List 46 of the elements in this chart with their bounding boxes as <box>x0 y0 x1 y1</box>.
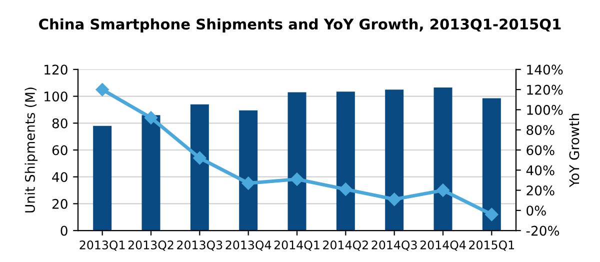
x-tick-label: 2014Q1 <box>274 240 320 251</box>
point <box>485 208 498 222</box>
bar <box>288 92 306 231</box>
bar <box>385 90 404 231</box>
x-tick-label: 2013Q2 <box>128 240 174 251</box>
x-tick-label: 2013Q4 <box>226 240 272 251</box>
y2-tick-label: 20% <box>526 186 554 196</box>
y2-tick-label: 120% <box>527 84 563 95</box>
point <box>144 111 158 124</box>
y-tick-label: 120 <box>44 64 68 75</box>
y2-tick-label: 40% <box>526 165 554 176</box>
x-tick-label: 2014Q4 <box>420 240 466 251</box>
bar <box>336 92 355 231</box>
y2-tick-label: 60% <box>526 145 554 156</box>
chart-title: China Smartphone Shipments and YoY Growth, 2013Q1-2015Q1 <box>39 18 561 32</box>
point <box>339 182 352 196</box>
point <box>96 82 109 96</box>
bar <box>482 98 501 231</box>
y-tick-label: 60 <box>52 145 68 156</box>
bar <box>239 110 258 231</box>
y2-tick-label: 100% <box>527 104 563 115</box>
x-tick-label: 2013Q3 <box>177 240 222 251</box>
point <box>388 192 401 206</box>
y2-axis-title: YoY Growth <box>569 114 580 188</box>
y-tick-label: 100 <box>44 92 68 102</box>
x-tick-label: 2014Q2 <box>323 240 368 251</box>
x-tick-label: 2013Q1 <box>80 240 125 251</box>
y2-tick-label: 80% <box>526 125 554 136</box>
bar <box>142 115 160 231</box>
point <box>436 184 450 197</box>
bar <box>93 126 112 231</box>
x-tick-label: 2015Q1 <box>469 240 514 251</box>
y2-tick-label: 0% <box>526 206 546 216</box>
point <box>193 151 206 165</box>
x-tick-label: 2014Q3 <box>372 240 417 251</box>
bar <box>434 88 452 231</box>
y-tick-label: 20 <box>52 198 68 209</box>
point <box>290 172 304 186</box>
y2-tick-label: -20% <box>526 226 560 236</box>
y-tick-label: 40 <box>52 172 68 182</box>
bar <box>190 104 209 231</box>
point <box>242 176 255 190</box>
y-tick-label: 0 <box>60 226 68 236</box>
y-axis-title: Unit Shipments (M) <box>24 88 38 212</box>
y-tick-label: 80 <box>52 118 68 128</box>
y2-tick-label: 140% <box>527 64 563 75</box>
